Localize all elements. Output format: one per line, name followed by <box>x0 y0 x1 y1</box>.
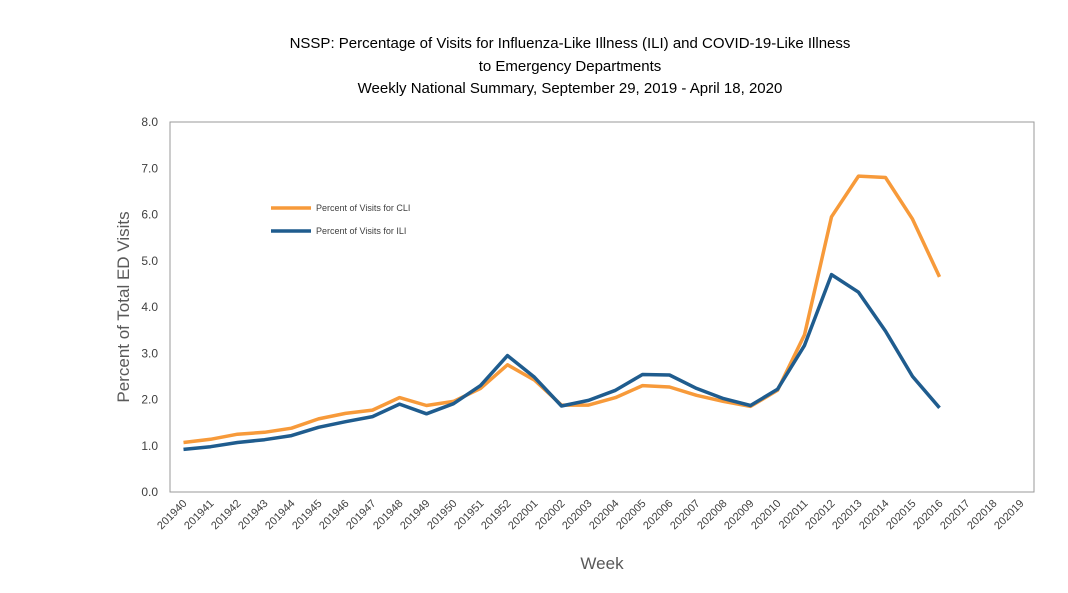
y-tick-label: 7.0 <box>141 161 158 175</box>
chart-title-line-2: to Emergency Departments <box>479 58 662 75</box>
chart-title-line-1: NSSP: Percentage of Visits for Influenza… <box>290 35 851 52</box>
legend-label-cli: Percent of Visits for CLI <box>316 203 410 213</box>
y-axis-label: Percent of Total ED Visits <box>114 211 133 402</box>
plot-area <box>169 121 1035 493</box>
x-tick-label: 202019 <box>992 498 1026 532</box>
series-lines <box>183 174 942 452</box>
y-tick-label: 2.0 <box>141 393 158 407</box>
series-line-ili <box>183 272 941 452</box>
series-line-cli <box>183 174 942 445</box>
legend-label-ili: Percent of Visits for ILI <box>316 226 406 236</box>
x-axis-label: Week <box>580 554 624 573</box>
y-tick-label: 0.0 <box>141 485 158 499</box>
y-tick-label: 1.0 <box>141 439 158 453</box>
chart-title-line-3: Weekly National Summary, September 29, 2… <box>358 80 783 97</box>
legend: Percent of Visits for CLI Percent of Visi… <box>271 203 410 236</box>
x-axis-ticks: 2019402019412019422019432019442019452019… <box>155 498 1026 532</box>
y-tick-label: 3.0 <box>141 346 158 360</box>
x-tick-label: 202010 <box>749 498 783 532</box>
y-tick-label: 6.0 <box>141 208 158 222</box>
y-tick-label: 4.0 <box>141 300 158 314</box>
y-tick-label: 8.0 <box>141 115 158 129</box>
y-axis-ticks: 0.0 1.0 2.0 3.0 4.0 5.0 6.0 7.0 8.0 <box>141 115 158 499</box>
y-tick-label: 5.0 <box>141 254 158 268</box>
chart-title: NSSP: Percentage of Visits for Influenza… <box>290 35 851 97</box>
